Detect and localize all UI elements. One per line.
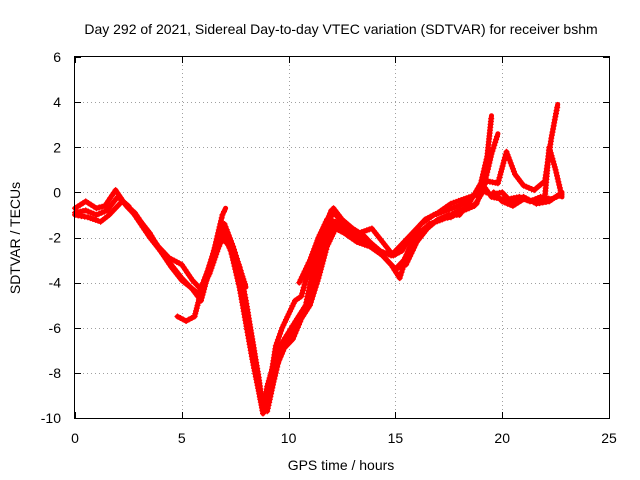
x-tick-label: 15 bbox=[388, 430, 404, 446]
plot-frame bbox=[74, 56, 610, 419]
y-tick-label: -10 bbox=[41, 410, 61, 426]
data-traces bbox=[72, 101, 565, 417]
x-tick-label: 10 bbox=[281, 430, 297, 446]
series-trace bbox=[72, 187, 565, 412]
series-track-8 bbox=[490, 144, 565, 209]
series-trace bbox=[175, 185, 565, 416]
y-axis-label: SDTVAR / TECUs bbox=[7, 182, 23, 294]
y-tick-label: 0 bbox=[53, 184, 61, 200]
y-tick-label: 4 bbox=[53, 94, 61, 110]
y-tick-label: -4 bbox=[49, 275, 62, 291]
axis-ticks bbox=[75, 57, 610, 419]
y-tick-label: 6 bbox=[53, 49, 61, 65]
plus-markers bbox=[72, 187, 563, 412]
y-tick-label: -2 bbox=[49, 230, 62, 246]
chart-title: Day 292 of 2021, Sidereal Day-to-day VTE… bbox=[84, 21, 597, 37]
x-tick-label: 0 bbox=[71, 430, 79, 446]
y-tick-label: -6 bbox=[49, 320, 62, 336]
series-track-6 bbox=[268, 113, 495, 376]
grid-lines bbox=[75, 57, 609, 418]
series-trace bbox=[222, 131, 501, 414]
x-tick-label: 5 bbox=[178, 430, 186, 446]
x-tick-label: 25 bbox=[601, 430, 617, 446]
series-track-3 bbox=[72, 187, 565, 412]
series-track-5 bbox=[221, 131, 501, 415]
series-trace bbox=[296, 101, 561, 286]
series-track-4 bbox=[174, 184, 565, 417]
x-axis-label: GPS time / hours bbox=[288, 457, 395, 473]
y-tick-label: -8 bbox=[49, 365, 62, 381]
plus-markers bbox=[221, 133, 500, 415]
plus-markers bbox=[174, 184, 563, 417]
plus-markers bbox=[490, 144, 565, 209]
plus-markers bbox=[268, 115, 495, 376]
tick-labels: 0 5 10 15 20 25 -10 -8 -6 -4 -2 0 2 4 6 bbox=[41, 49, 617, 446]
x-tick-label: 20 bbox=[494, 430, 510, 446]
y-tick-label: 2 bbox=[53, 139, 61, 155]
